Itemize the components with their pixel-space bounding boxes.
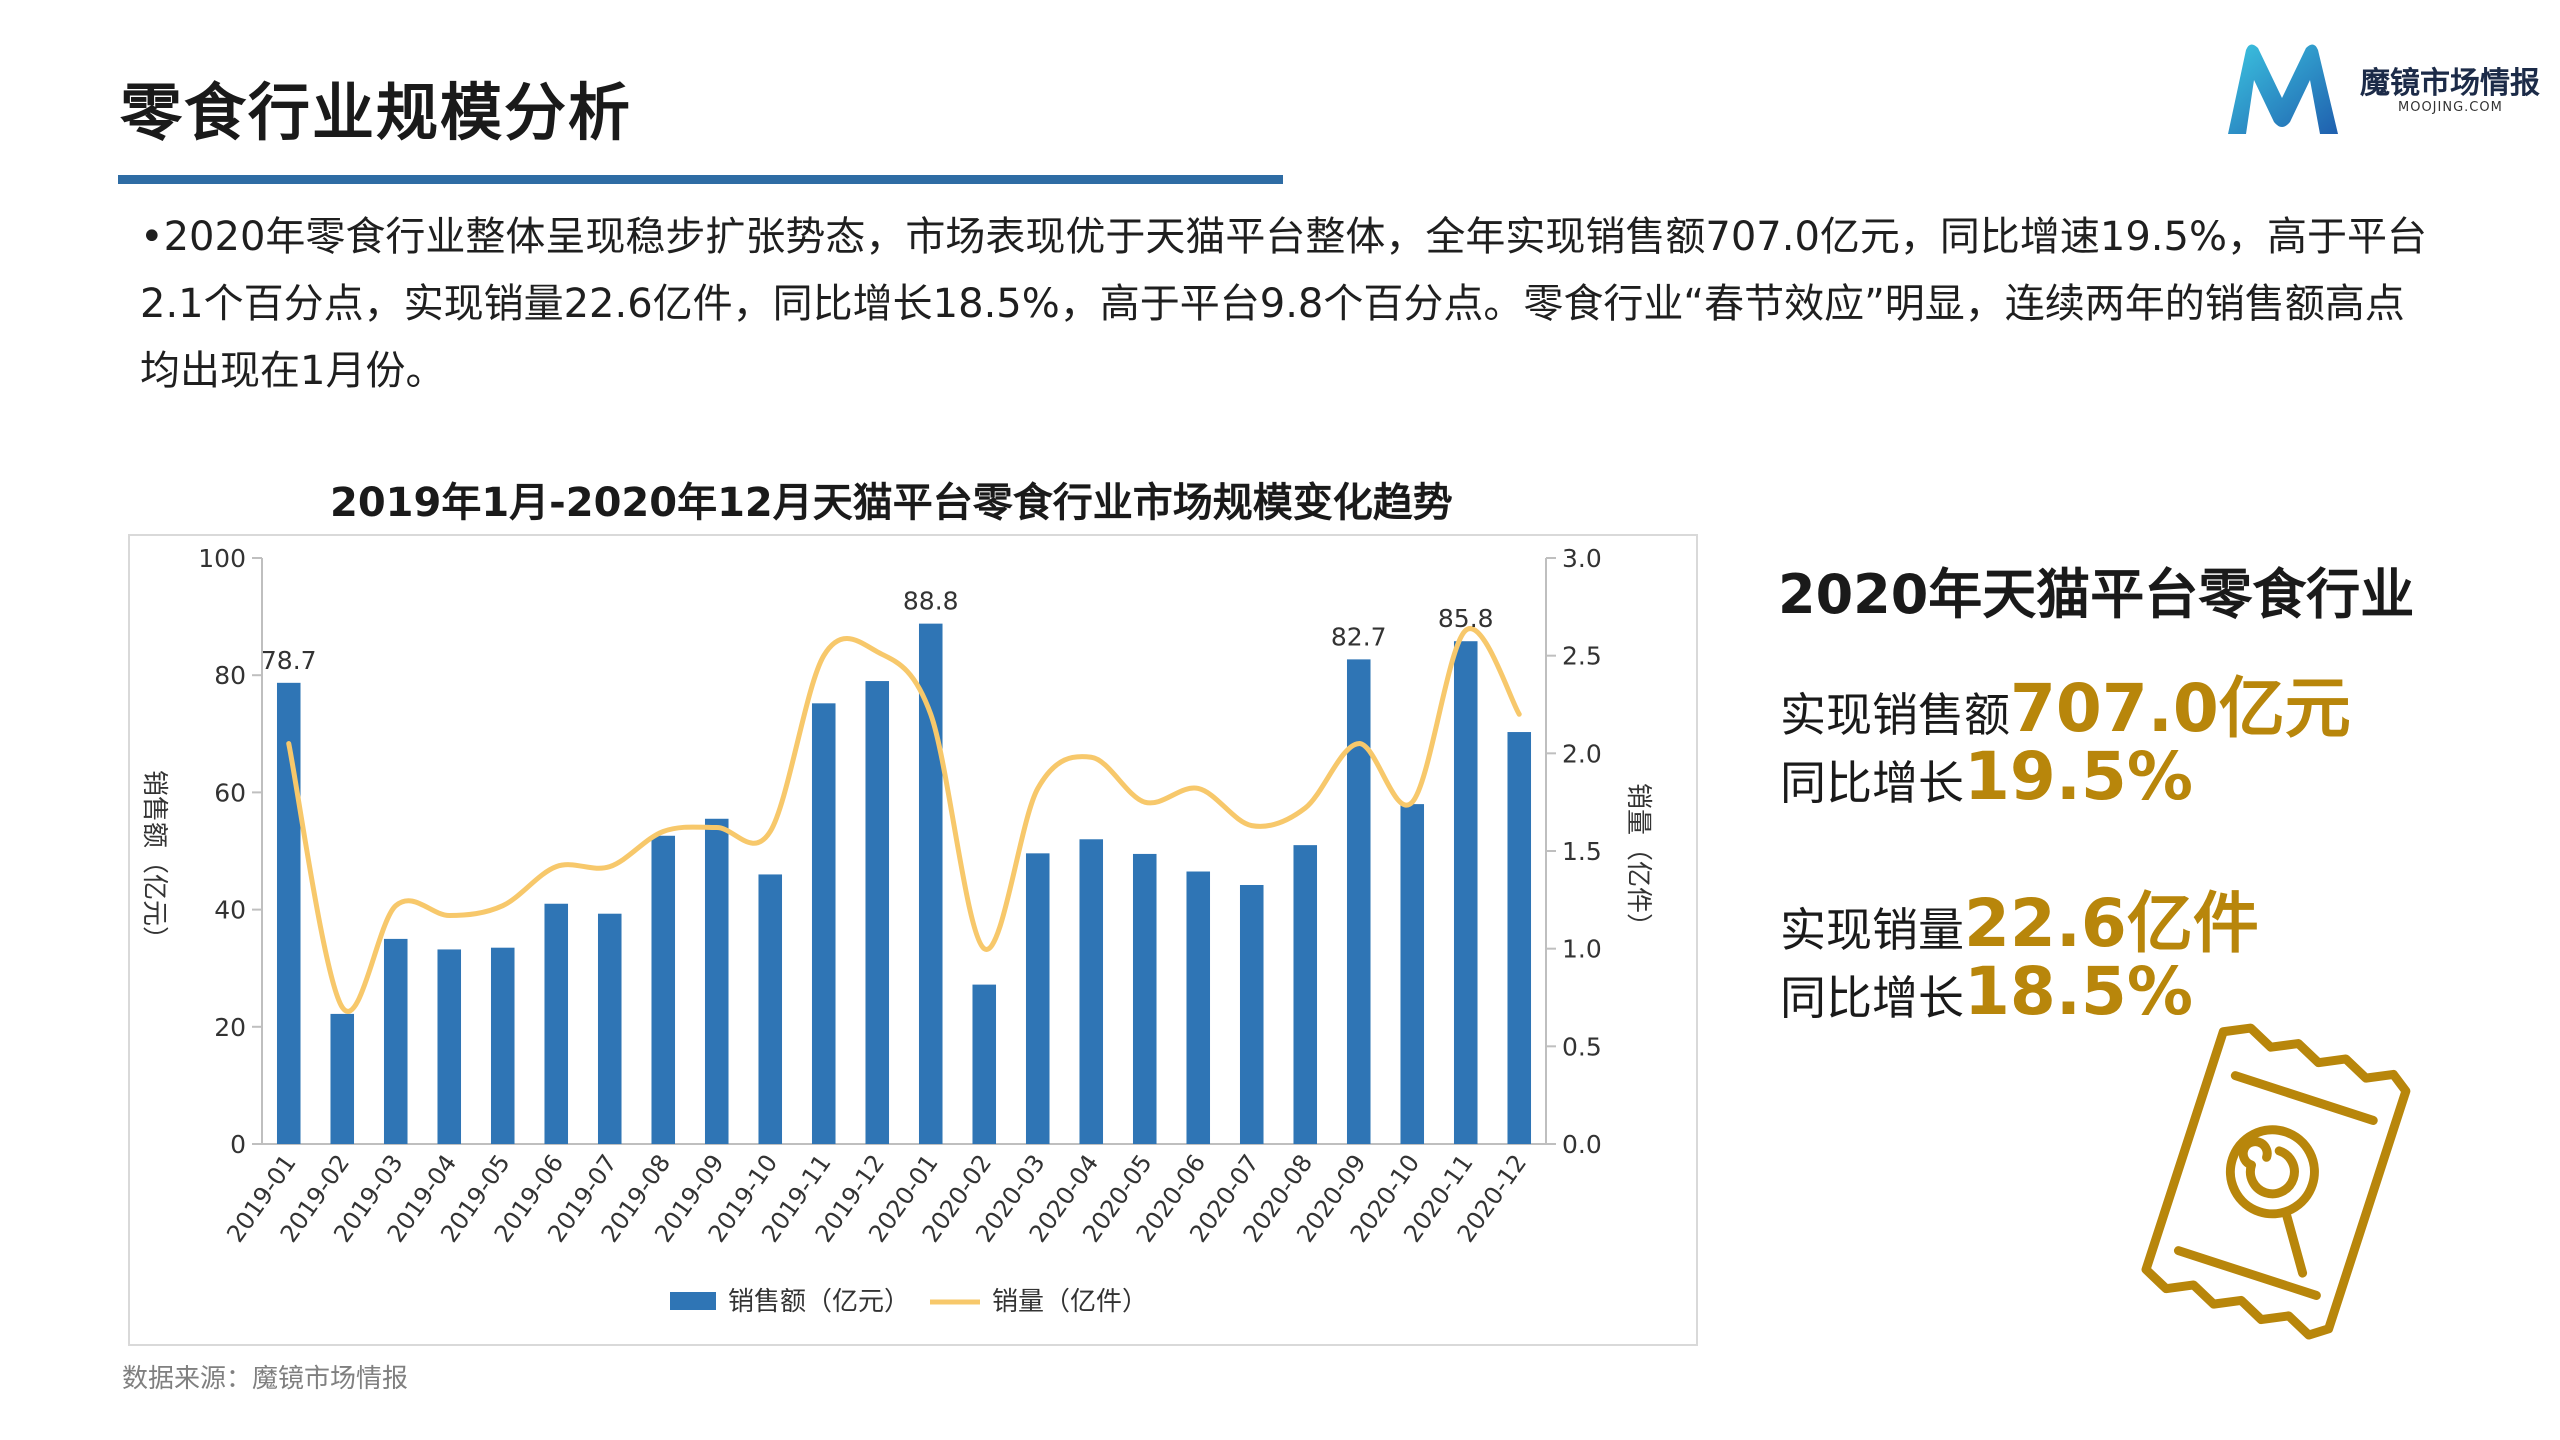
y2-tick-label: 0.5	[1562, 1032, 1602, 1061]
bar-2019-06	[544, 903, 569, 1144]
page-title: 零食行业规模分析	[120, 76, 633, 149]
bar-2019-07	[597, 913, 622, 1144]
candy-packet-icon	[2141, 1023, 2411, 1340]
bar-2020-03	[1025, 853, 1050, 1144]
bar-2020-08	[1293, 845, 1318, 1144]
y-tick-label: 40	[214, 896, 246, 925]
data-label-2020-01: 88.8	[903, 587, 959, 616]
y2-tick-label: 1.5	[1562, 837, 1602, 866]
bar-2019-03	[383, 938, 408, 1144]
data-label-2020-09: 82.7	[1331, 622, 1387, 651]
sales-volume-line	[286, 626, 1522, 1014]
sales-growth-value: 19.5%	[1964, 738, 2193, 815]
bar-2019-09	[704, 818, 729, 1144]
bar-2020-02	[972, 984, 997, 1144]
y-tick-label: 80	[214, 661, 246, 690]
bar-2020-12	[1507, 732, 1532, 1144]
data-source: 数据来源：魔镜市场情报	[122, 1364, 409, 1394]
chart-title: 2019年1月-2020年12月天猫平台零食行业市场规模变化趋势	[330, 480, 1453, 526]
bar-2019-05	[490, 947, 515, 1144]
intro-paragraph: •2020年零食行业整体呈现稳步扩张势态，市场表现优于天猫平台整体，全年实现销售…	[140, 214, 2427, 394]
bar-2020-09	[1346, 659, 1371, 1144]
legend-swatch-sales	[670, 1292, 716, 1310]
sales-label: 实现销售额	[1780, 688, 2010, 742]
bar-2019-11	[811, 703, 836, 1144]
bar-2020-11	[1453, 641, 1478, 1144]
sales-growth-stat: 同比增长19.5%	[1780, 738, 2193, 815]
bar-2019-08	[651, 835, 676, 1144]
volume-stat: 实现销量22.6亿件	[1780, 870, 2259, 966]
chart-frame: 0 20 40 60 80 100 0.0 0.5 1.0 1.5 2.0 2.5 3.0 销售额（亿元）…	[128, 534, 1698, 1346]
volume-growth-label: 同比增长	[1780, 971, 1964, 1025]
legend-label-volume: 销量（亿件）	[992, 1287, 1148, 1317]
y2-axis-title: 销量（亿件）	[1623, 783, 1653, 939]
data-label-2019-01: 78.7	[261, 646, 317, 675]
bar-2019-02	[330, 1013, 355, 1144]
y2-tick-label: 2.0	[1562, 739, 1602, 768]
summary-heading: 2020年天猫平台零食行业	[1778, 563, 2415, 626]
chart-svg: 0 20 40 60 80 100 0.0 0.5 1.0 1.5 2.0 2.5 3.0 销售额（亿元）…	[139, 544, 1653, 1317]
bar-2019-01	[276, 682, 301, 1144]
y2-tick-label: 1.0	[1562, 935, 1602, 964]
volume-growth-value: 18.5%	[1964, 953, 2193, 1030]
y-axis-title: 销售额（亿元）	[139, 770, 169, 952]
y2-tick-label: 0.0	[1562, 1130, 1602, 1159]
y-tick-label: 0	[230, 1130, 246, 1159]
bar-2019-04	[437, 949, 462, 1144]
logo-url: MOOJING.COM	[2398, 100, 2503, 115]
sales-value: 707.0亿元	[2010, 670, 2351, 747]
volume-growth-stat: 同比增长18.5%	[1780, 953, 2193, 1030]
volume-value: 22.6亿件	[1964, 885, 2259, 962]
moojing-m-logo-icon	[2228, 44, 2338, 134]
title-underline	[118, 175, 1283, 184]
logo-name: 魔镜市场情报	[2360, 66, 2540, 101]
bar-2019-12	[865, 681, 890, 1144]
brand-logo: 魔镜市场情报 MOOJING.COM	[2220, 36, 2550, 146]
y-tick-label: 60	[214, 778, 246, 807]
y-tick-label: 20	[214, 1013, 246, 1042]
sales-growth-label: 同比增长	[1780, 756, 1964, 810]
sales-stat: 实现销售额707.0亿元	[1780, 655, 2351, 751]
data-label-2020-11: 85.8	[1438, 604, 1494, 633]
bar-2020-05	[1132, 853, 1157, 1144]
volume-label: 实现销量	[1780, 903, 1964, 957]
bar-2020-07	[1239, 884, 1264, 1144]
y-tick-label: 100	[198, 544, 246, 573]
bar-2019-10	[758, 874, 783, 1144]
y2-tick-label: 3.0	[1562, 544, 1602, 573]
bar-2020-10	[1400, 804, 1425, 1144]
y2-tick-label: 2.5	[1562, 642, 1602, 671]
legend-label-sales: 销售额（亿元）	[728, 1287, 910, 1317]
bar-2020-01	[918, 623, 943, 1144]
bar-2020-06	[1186, 871, 1211, 1144]
bar-2020-04	[1079, 839, 1104, 1144]
